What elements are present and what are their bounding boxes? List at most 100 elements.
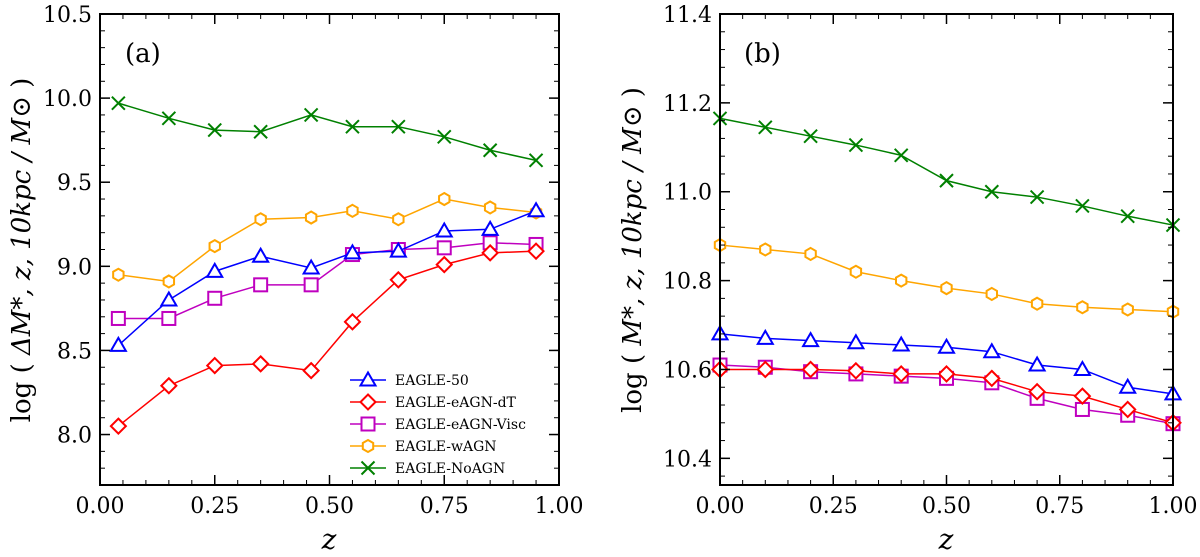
data-point — [984, 184, 1000, 199]
panel-b: 0.00 0.25 0.50 0.75 1.00 10.4 10.6 10.8 11.0 11.2… — [618, 3, 1197, 556]
y-axis-label-b-math: M*, z, 10kpc / M⊙ — [618, 106, 648, 347]
legend-label: EAGLE-eAGN-dT — [395, 395, 517, 411]
data-point — [435, 255, 454, 274]
data-point — [304, 210, 318, 225]
data-point — [895, 273, 908, 288]
y-tick-label: 10.0 — [43, 87, 92, 112]
ticks-a: 0.00 0.25 0.50 0.75 1.00 8.0 8.5 9.0 9.5 10.0 10.5 — [43, 3, 583, 519]
data-point — [482, 143, 498, 158]
data-point — [1027, 355, 1047, 372]
y-tick-label: 10.4 — [663, 447, 712, 472]
x-tick-label: 0.00 — [696, 494, 745, 519]
series-eagle-noagn — [111, 95, 544, 168]
legend-marker — [361, 438, 375, 454]
legend: EAGLE-50 EAGLE-eAGN-dT EAGLE-eAGN-Visc EAGL… — [350, 370, 526, 477]
x-tick-label: 0.75 — [420, 494, 469, 519]
data-point — [527, 242, 545, 261]
data-point — [481, 243, 500, 262]
data-point — [161, 111, 177, 126]
data-point — [253, 277, 269, 293]
data-point — [303, 107, 319, 123]
data-point — [109, 417, 128, 436]
panel-label-b: (b) — [744, 39, 781, 69]
data-point — [251, 246, 270, 263]
y-axis-label-a-suffix: ) — [7, 78, 37, 88]
y-axis-label-b: log ( M*, z, 10kpc / M⊙ ) — [618, 87, 648, 413]
series-line — [719, 117, 1174, 226]
series-eagle-eagn-visc — [110, 235, 544, 326]
legend-label: EAGLE-eAGN-Visc — [395, 417, 526, 433]
series-eagle-eagn-dt — [109, 242, 545, 436]
series-line — [117, 250, 537, 427]
data-point — [849, 264, 863, 279]
legend-label: EAGLE-NoAGN — [395, 461, 505, 477]
data-point — [205, 356, 224, 375]
y-axis-label-b-suffix: ) — [618, 87, 648, 97]
data-point — [759, 242, 772, 257]
data-point — [435, 221, 454, 238]
data-point — [161, 310, 177, 326]
data-point — [891, 335, 911, 352]
legend-item: EAGLE-NoAGN — [350, 460, 505, 477]
data-point — [438, 191, 451, 207]
series-eagle-50 — [109, 201, 546, 352]
legend-marker — [358, 370, 378, 387]
legend-item: EAGLE-eAGN-Visc — [350, 416, 526, 433]
legend-item: EAGLE-eAGN-dT — [350, 393, 517, 411]
data-point — [483, 200, 497, 215]
data-point — [939, 173, 954, 188]
plot-area-b — [710, 111, 1183, 432]
x-tick-label: 1.00 — [535, 494, 584, 519]
data-point — [846, 361, 865, 380]
data-point — [389, 270, 408, 289]
data-point — [1121, 302, 1134, 317]
panel-label-a: (a) — [125, 39, 161, 69]
x-tick-label: 0.50 — [305, 494, 354, 519]
x-axis-label-a: z — [321, 523, 337, 556]
data-point — [345, 119, 360, 134]
data-point — [1073, 387, 1092, 406]
data-point — [801, 360, 820, 379]
data-point — [937, 337, 956, 354]
y-tick-label: 10.6 — [663, 358, 712, 383]
data-point — [1120, 208, 1135, 224]
legend-marker — [360, 416, 376, 432]
data-point — [982, 342, 1002, 359]
data-point — [301, 258, 321, 275]
legend-marker — [359, 393, 377, 411]
panel-a: 0.00 0.25 0.50 0.75 1.00 8.0 8.5 9.0 9.5 10.0 10.5… — [7, 3, 583, 556]
x-tick-label: 1.00 — [1149, 494, 1198, 519]
series-line — [118, 198, 537, 283]
y-tick-label: 10.5 — [43, 3, 92, 28]
legend-label: EAGLE-50 — [395, 373, 469, 389]
data-point — [1029, 189, 1045, 205]
data-point — [343, 243, 362, 260]
data-point — [437, 129, 452, 145]
y-tick-label: 11.4 — [663, 3, 712, 28]
data-point — [254, 212, 267, 227]
y-axis-label-a-math: ΔM*, z, 10kpc / M⊙ — [7, 96, 37, 356]
data-point — [756, 328, 775, 345]
y-axis-label-a-prefix: log ( — [7, 363, 37, 422]
data-point — [892, 365, 911, 383]
series-line — [117, 210, 537, 346]
data-point — [526, 201, 546, 218]
legend-item: EAGLE-50 — [350, 370, 469, 389]
data-point — [1075, 198, 1090, 214]
data-point — [893, 148, 909, 163]
data-point — [801, 331, 820, 348]
y-tick-label: 8.5 — [57, 339, 92, 364]
series-line — [719, 244, 1174, 313]
legend-label: EAGLE-wAGN — [395, 439, 497, 455]
y-tick-label: 11.2 — [663, 92, 712, 117]
series-eagle-wagn — [112, 191, 543, 289]
data-point — [302, 361, 321, 380]
data-point — [205, 261, 224, 278]
data-point — [756, 360, 775, 379]
data-point — [846, 333, 866, 350]
data-point — [112, 267, 125, 282]
y-tick-label: 9.0 — [57, 255, 92, 280]
data-point — [207, 290, 223, 306]
series-line — [118, 242, 537, 320]
x-tick-label: 0.50 — [922, 494, 971, 519]
